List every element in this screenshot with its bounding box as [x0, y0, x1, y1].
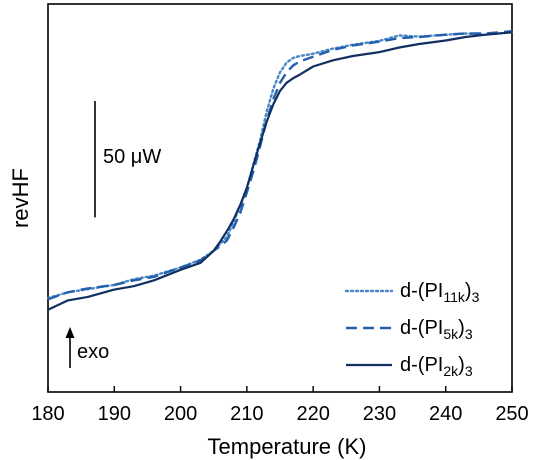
series-line-0: [46, 31, 514, 300]
series-line-2: [47, 31, 513, 311]
legend-label-1: d-(PI5k)3: [400, 317, 473, 342]
legend-label-0: d-(PI11k)3: [400, 280, 480, 305]
x-tick-label: 200: [164, 403, 197, 425]
series-line-1: [47, 30, 513, 301]
x-axis-ticks: 180 190 200 210 220 230 240 250: [31, 386, 529, 425]
legend: d-(PI11k)3 d-(PI5k)3 d-(PI2k)3: [344, 280, 480, 379]
exo-label: exo: [77, 341, 109, 363]
y-axis-title: revHF: [8, 168, 33, 228]
exo-arrow: [65, 327, 75, 368]
series-layer: [46, 30, 514, 311]
x-tick-label: 180: [31, 403, 64, 425]
x-tick-label: 240: [429, 403, 462, 425]
x-tick-label: 250: [495, 403, 528, 425]
x-tick-label: 210: [230, 403, 263, 425]
x-tick-label: 190: [98, 403, 131, 425]
x-tick-label: 220: [296, 403, 329, 425]
x-tick-label: 230: [363, 403, 396, 425]
legend-label-2: d-(PI2k)3: [400, 354, 473, 379]
scale-bar-label: 50 μW: [103, 146, 161, 168]
plot-area-frame: [47, 3, 513, 393]
x-axis-title: Temperature (K): [208, 434, 367, 459]
